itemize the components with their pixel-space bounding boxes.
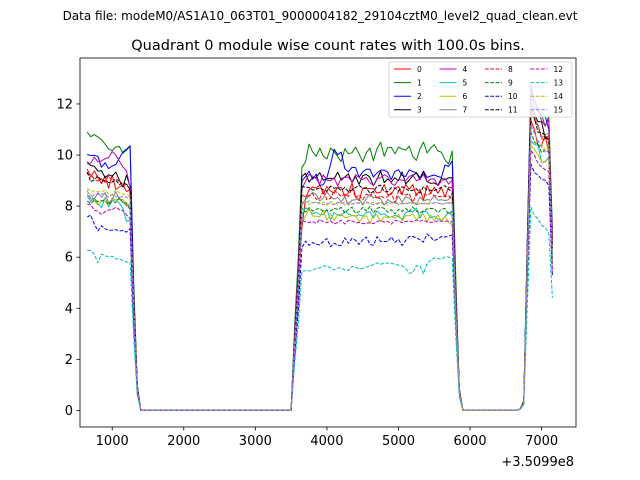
y-tick-label: 6 (65, 251, 73, 266)
legend-frame (388, 61, 573, 118)
chart-title: Quadrant 0 module wise count rates with … (131, 38, 525, 54)
x-axis-offset-label: +3.5099e8 (501, 455, 574, 470)
legend-label-13: 13 (554, 78, 564, 87)
legend-label-3: 3 (417, 106, 422, 115)
x-tick-label: 7000 (525, 434, 558, 449)
y-tick-label: 0 (65, 404, 73, 419)
legend-label-9: 9 (508, 78, 513, 87)
y-tick-label: 12 (56, 97, 73, 112)
legend-label-10: 10 (508, 92, 518, 101)
axes-frame (79, 57, 577, 428)
legend-label-4: 4 (463, 65, 468, 74)
legend-label-5: 5 (463, 78, 468, 87)
legend-label-15: 15 (554, 106, 564, 115)
legend-label-2: 2 (417, 92, 422, 101)
series-line-15 (86, 124, 553, 411)
series-layer (86, 84, 553, 411)
y-tick-label: 2 (65, 353, 73, 368)
x-tick-label: 6000 (454, 434, 487, 449)
y-tick-label: 8 (65, 200, 73, 215)
axes-background (80, 58, 576, 427)
x-tick-label: 3000 (239, 434, 272, 449)
y-tick-label: 4 (65, 302, 73, 317)
legend-label-8: 8 (508, 65, 513, 74)
x-tick-label: 2000 (167, 434, 200, 449)
x-tick-label: 4000 (310, 434, 343, 449)
figure-suptitle: Data file: modeM0/AS1A10_063T01_90000041… (63, 9, 578, 23)
y-tick-label: 10 (56, 149, 73, 164)
legend-label-1: 1 (417, 78, 422, 87)
x-tick-label: 1000 (96, 434, 129, 449)
legend-label-11: 11 (508, 106, 518, 115)
legend-label-14: 14 (554, 92, 564, 101)
x-axis: 1000 2000 3000 4000 5000 6000 7000 (96, 427, 558, 449)
legend-label-6: 6 (463, 92, 468, 101)
legend-label-0: 0 (417, 65, 422, 74)
legend-label-7: 7 (463, 106, 468, 115)
x-tick-label: 5000 (382, 434, 415, 449)
y-axis: 0 2 4 6 8 10 12 (56, 97, 80, 419)
legend-label-12: 12 (554, 65, 564, 74)
